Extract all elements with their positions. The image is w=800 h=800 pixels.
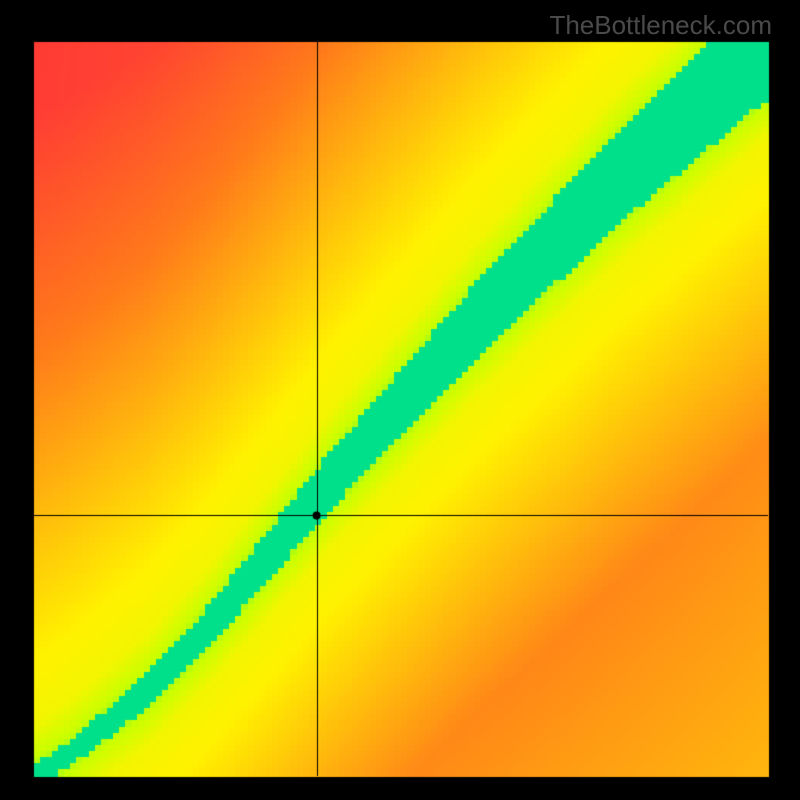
bottleneck-heatmap	[0, 0, 800, 800]
watermark-text: TheBottleneck.com	[549, 10, 772, 41]
